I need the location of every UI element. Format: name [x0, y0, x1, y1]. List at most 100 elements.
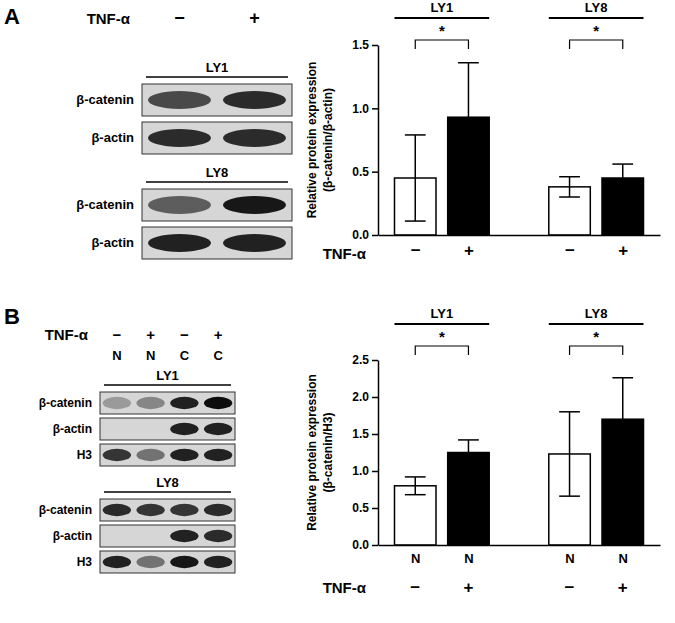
lane-treatment: −	[174, 8, 185, 28]
blot-band	[170, 423, 198, 435]
y-tick-mark	[372, 108, 378, 110]
y-tick: 0.0	[352, 538, 378, 552]
error-bar-stem	[414, 477, 416, 495]
cell-line-rule	[146, 76, 288, 78]
chart: 0.00.51.01.52.02.5NNNN−+−+TNF-αRelative …	[305, 306, 661, 597]
panel-label: B	[4, 304, 20, 329]
cell-line-rule	[104, 491, 231, 493]
cell-line-label: LY8	[206, 165, 229, 180]
error-bar	[559, 412, 580, 496]
blot-row-label: H3	[77, 448, 93, 462]
axis-line	[378, 361, 380, 546]
chart: 0.00.51.01.5−+−+TNF-αRelative protein ex…	[305, 0, 661, 262]
x-axis-title: TNF-α	[323, 579, 367, 596]
blot-row-label: β-actin	[91, 235, 134, 250]
lane-fraction: C	[180, 348, 190, 363]
blot-band	[103, 449, 131, 461]
blot-band	[103, 397, 131, 409]
blot-band	[170, 504, 198, 516]
group-label: LY1	[431, 0, 454, 15]
y-axis-title: Relative protein expression	[305, 374, 319, 531]
error-bar-cap	[458, 439, 479, 441]
bar	[448, 453, 490, 546]
lane-fraction: C	[213, 348, 223, 363]
lane-treatment: +	[214, 326, 223, 343]
error-bar-cap	[405, 220, 426, 222]
y-axis-title: (β-catenin/β-actin)	[321, 88, 335, 192]
y-tick-label: 0.0	[352, 538, 369, 552]
error-bar-stem	[468, 440, 470, 465]
blot-band	[170, 397, 198, 409]
error-bar-cap	[405, 476, 426, 478]
significance-label: *	[593, 22, 599, 39]
lane-treatment: +	[146, 326, 155, 343]
blot-strip	[142, 84, 292, 116]
error-bar-stem	[414, 135, 416, 221]
lane-fraction: N	[146, 348, 155, 363]
group-label: LY8	[585, 306, 608, 321]
error-bar-cap	[559, 495, 580, 497]
x-tick-label: N	[411, 551, 420, 566]
y-tick-mark	[372, 545, 378, 547]
error-bar-stem	[468, 63, 470, 172]
error-bar	[559, 177, 580, 197]
cell-line-rule	[146, 181, 288, 183]
treatment-tick-label: −	[410, 578, 420, 597]
blot-band	[136, 449, 164, 461]
y-tick: 2.0	[352, 390, 378, 404]
x-axis: −+−+	[379, 236, 661, 261]
blot-band	[204, 530, 232, 542]
y-axis-title: (β-catenin/H3)	[321, 412, 335, 492]
blot-row-label: β-actin	[53, 529, 92, 543]
group-rule	[394, 17, 489, 19]
blot-band	[103, 423, 131, 435]
blot-panel: TNF-α−+−+NNCCLY1β-cateninβ-actinH3LY8β-c…	[39, 326, 235, 573]
bar	[394, 486, 436, 545]
x-tick: N	[411, 551, 420, 566]
x-tick-label: +	[464, 241, 474, 260]
x-tick: +	[464, 241, 474, 260]
y-axis: 0.00.51.01.5	[352, 38, 378, 242]
treatment-tick-label: +	[463, 578, 473, 597]
y-tick: 1.0	[352, 102, 378, 116]
y-tick-mark	[372, 45, 378, 47]
error-bar-stem	[622, 164, 624, 192]
blot-band	[204, 556, 232, 568]
cell-line-label: LY1	[206, 60, 229, 75]
blot-row-label: β-catenin	[39, 396, 92, 410]
lane-treatment: −	[112, 326, 121, 343]
blot-band	[170, 530, 198, 542]
blot-band	[103, 556, 131, 568]
x-tick: N	[464, 551, 473, 566]
error-bar-cap	[612, 460, 633, 462]
error-bar-stem	[622, 378, 624, 461]
x-axis-title: TNF-α	[323, 245, 367, 262]
error-bar-cap	[612, 377, 633, 379]
y-axis: 0.00.51.01.52.02.5	[352, 353, 378, 552]
blot-strip	[100, 551, 235, 573]
significance-label: *	[439, 328, 445, 345]
significance-bracket	[570, 40, 623, 49]
error-bar-cap	[559, 176, 580, 178]
significance-label: *	[439, 22, 445, 39]
blot-band	[148, 91, 211, 109]
error-bar-stem	[569, 412, 571, 496]
error-bar-cap	[612, 163, 633, 165]
plot-marks	[394, 378, 643, 545]
y-tick: 0.5	[352, 165, 378, 179]
blot-band	[170, 556, 198, 568]
significance-label: *	[593, 328, 599, 345]
blot-strip	[100, 392, 235, 414]
x-tick: +	[618, 241, 628, 260]
x-tick-label: −	[411, 241, 421, 260]
blot-band	[170, 449, 198, 461]
panel-label: A	[4, 4, 20, 29]
error-bar-cap	[458, 62, 479, 64]
lane-treatment: −	[180, 326, 189, 343]
y-tick-mark	[372, 434, 378, 436]
error-bar	[458, 63, 479, 172]
treatment-label: TNF-α	[45, 326, 89, 343]
blot-panel: TNF-α−+LY1β-cateninβ-actinLY8β-cateninβ-…	[76, 8, 292, 259]
error-bar-cap	[405, 134, 426, 136]
error-bar-stem	[569, 177, 571, 197]
